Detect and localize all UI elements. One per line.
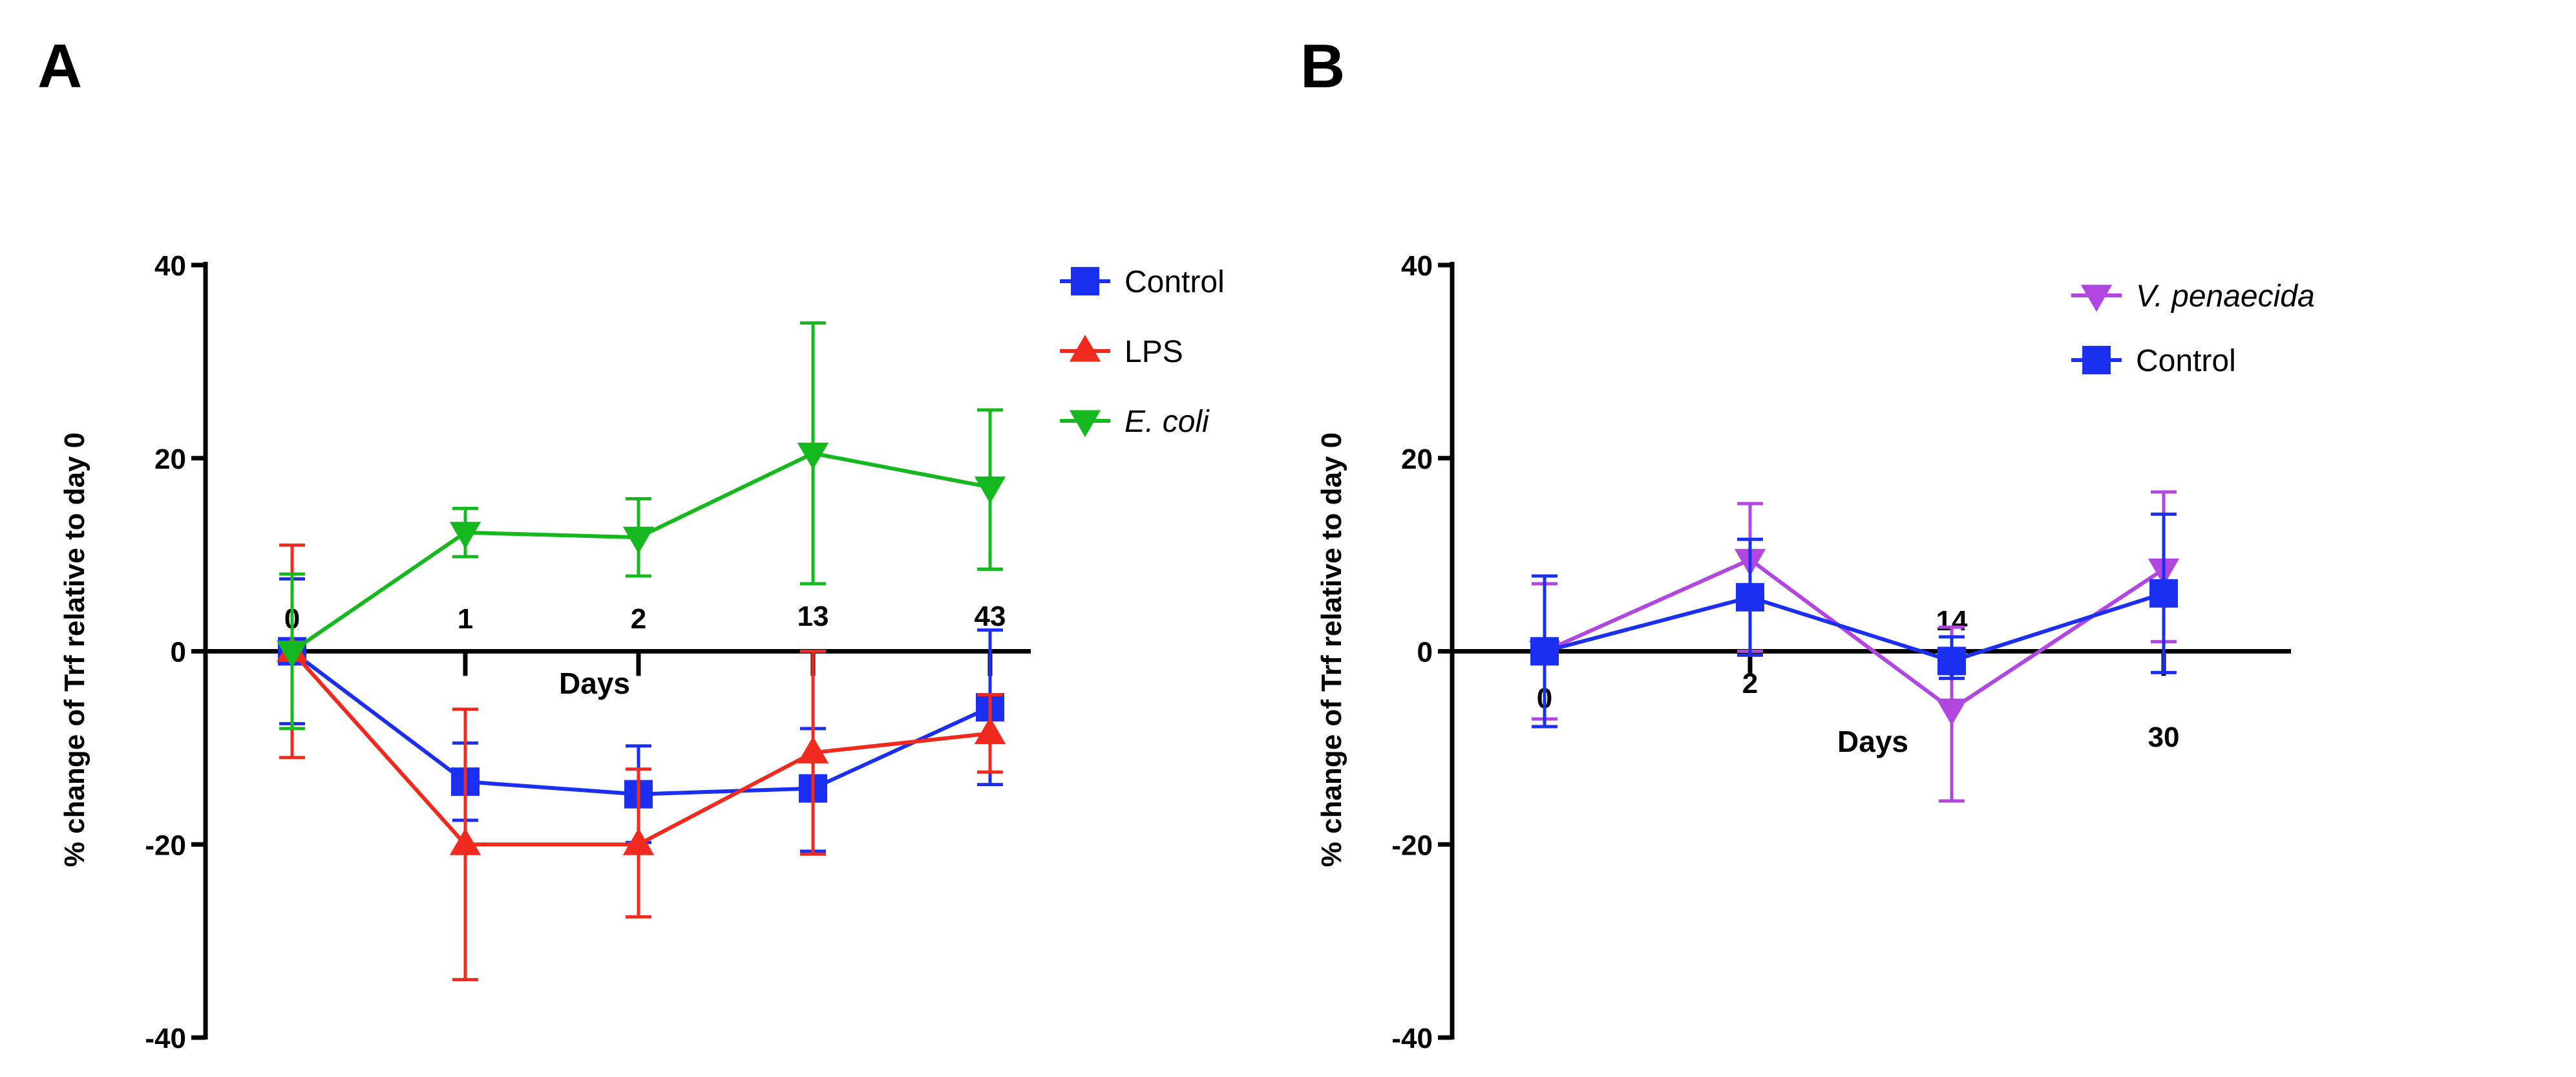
series-line (1543, 557, 2165, 712)
data-point (1530, 637, 1559, 666)
data-point (974, 717, 1006, 744)
series-line (290, 650, 991, 847)
y-tick-label: -20 (1391, 829, 1433, 861)
x-axis-label: Days (559, 666, 630, 700)
y-axis-label: % change of Trf relative to day 0 (1316, 432, 1347, 867)
series-control (1530, 512, 2178, 729)
x-axis-label: Days (1837, 725, 1908, 758)
data-point (1937, 646, 1966, 676)
data-point (449, 522, 481, 549)
legend-label: E. coli (1124, 405, 1210, 439)
legend-label: Control (2136, 344, 2236, 378)
data-point (276, 641, 308, 668)
panel-label: A (37, 32, 82, 101)
x-tick-label: 2 (1742, 668, 1758, 699)
legend-label: V. penaecida (2136, 279, 2315, 314)
legend-item: E. coli (1060, 405, 1210, 439)
data-point (2149, 579, 2178, 608)
data-point (449, 827, 481, 855)
y-tick-label: 40 (154, 250, 186, 282)
series-line (1544, 592, 2164, 663)
data-point (622, 827, 655, 855)
series-line (291, 650, 991, 796)
legend-marker (2080, 284, 2113, 312)
legend-item: Control (2071, 344, 2236, 378)
legend-marker (2082, 346, 2111, 374)
legend-marker (1069, 410, 1101, 438)
y-tick-label: 20 (154, 443, 186, 475)
data-point (797, 442, 829, 470)
y-tick-label: -20 (145, 829, 186, 861)
y-tick-label: 0 (1417, 637, 1433, 668)
y-tick-label: 0 (171, 637, 186, 668)
y-tick-label: 40 (1401, 250, 1433, 282)
legend-marker (1069, 334, 1101, 362)
legend-item: Control (1060, 265, 1225, 299)
data-point (1736, 582, 1764, 612)
legend-item: V. penaecida (2071, 279, 2315, 314)
data-point (974, 476, 1006, 504)
x-tick-label: 30 (2148, 721, 2180, 753)
legend-marker (1071, 267, 1099, 295)
y-axis-label: % change of Trf relative to day 0 (59, 432, 90, 867)
legend-label: Control (1124, 265, 1225, 299)
legend-item: LPS (1060, 334, 1183, 369)
x-tick-label: 43 (975, 601, 1006, 632)
legend-label: LPS (1124, 335, 1183, 369)
y-tick-label: 20 (1401, 443, 1433, 475)
series-e-coli (276, 321, 1006, 730)
panel-label: B (1300, 32, 1345, 101)
data-point (622, 526, 655, 554)
panel-a: A 40 20 0 -20 -40 % change of Trf relative to … (37, 32, 1225, 1054)
y-tick-label: -40 (145, 1023, 186, 1054)
panel-b: B 40 20 0 -20 -40 % change of Trf relative to … (1300, 32, 2315, 1054)
x-tick-label: 2 (631, 603, 646, 635)
data-point (1936, 698, 1968, 726)
x-tick-label: 13 (797, 601, 829, 632)
x-tick-label: 1 (458, 603, 473, 635)
y-tick-label: -40 (1391, 1023, 1433, 1054)
data-point (797, 736, 829, 763)
